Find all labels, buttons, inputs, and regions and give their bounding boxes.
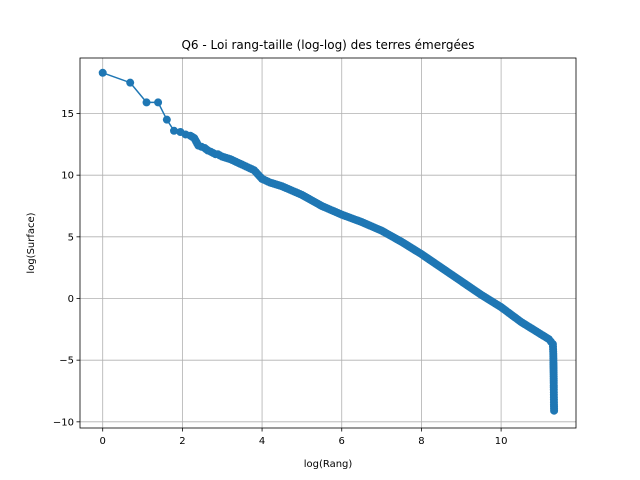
- x-axis-ticks: 0 2 4 6 8 10: [100, 428, 508, 447]
- data-point: [98, 68, 107, 77]
- y-axis-label: log(Surface): [26, 212, 37, 273]
- x-axis-label: log(Rang): [304, 459, 353, 470]
- x-tick-label: 6: [339, 436, 345, 447]
- data-point: [170, 126, 179, 135]
- x-tick-label: 8: [418, 436, 424, 447]
- y-tick-label: 5: [68, 232, 74, 243]
- x-tick-label: 2: [179, 436, 185, 447]
- x-tick-label: 10: [495, 436, 508, 447]
- data-point: [126, 78, 135, 87]
- y-axis-ticks: −10 −5 0 5 10 15: [53, 109, 80, 428]
- plot-frame: [79, 57, 577, 429]
- plot-series: [98, 68, 559, 415]
- chart-title: Q6 - Loi rang-taille (log-log) des terre…: [181, 38, 474, 52]
- x-tick-label: 0: [100, 436, 106, 447]
- grid: [80, 58, 576, 428]
- data-point: [550, 406, 559, 415]
- data-point: [162, 115, 171, 124]
- y-tick-label: −5: [59, 356, 74, 367]
- data-point: [154, 98, 163, 107]
- data-point: [142, 98, 151, 107]
- y-tick-label: 0: [68, 294, 74, 305]
- y-tick-label: 10: [61, 171, 74, 182]
- x-tick-label: 4: [259, 436, 265, 447]
- y-tick-label: −10: [53, 417, 74, 428]
- y-tick-label: 15: [61, 109, 74, 120]
